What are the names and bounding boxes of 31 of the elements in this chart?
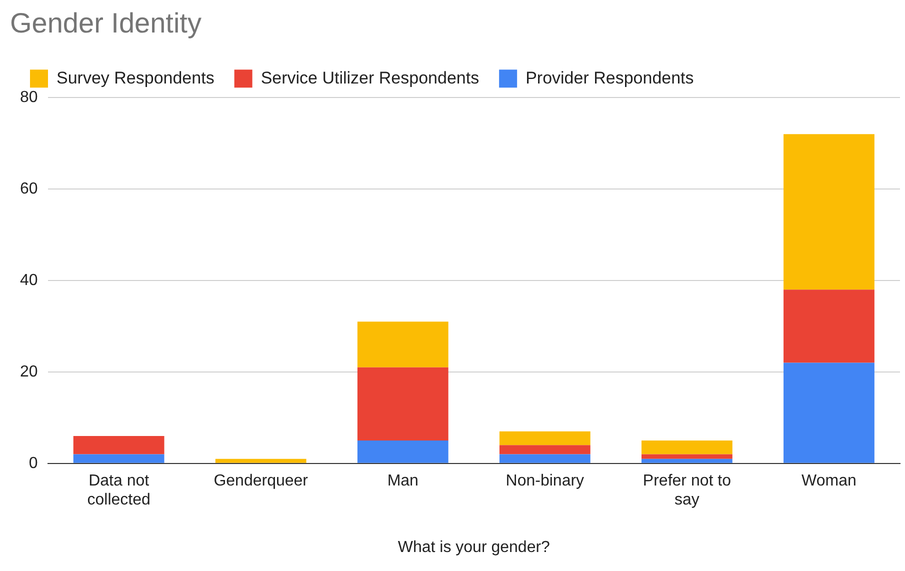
x-tick-label: Man bbox=[387, 472, 418, 490]
bar bbox=[784, 362, 874, 463]
x-axis-title: What is your gender? bbox=[398, 538, 550, 556]
legend-label: Provider Respondents bbox=[526, 68, 694, 88]
bar bbox=[642, 454, 732, 459]
x-tick-label: Genderqueer bbox=[214, 472, 309, 490]
y-tick-label: 40 bbox=[20, 272, 38, 289]
chart-title: Gender Identity bbox=[10, 8, 202, 39]
x-tick-label: Data not collected bbox=[87, 472, 150, 509]
bar bbox=[499, 431, 590, 446]
x-tick-label: Non-binary bbox=[506, 472, 584, 490]
y-tick-label: 20 bbox=[20, 363, 38, 380]
bar bbox=[499, 454, 590, 463]
bar bbox=[642, 440, 732, 454]
bar bbox=[357, 322, 448, 368]
x-tick-label: Prefer not to say bbox=[642, 472, 732, 509]
x-tick-label: Woman bbox=[802, 472, 856, 490]
bar bbox=[499, 445, 590, 454]
legend-label: Survey Respondents bbox=[56, 68, 214, 88]
y-tick-label: 0 bbox=[28, 454, 38, 472]
y-tick-label: 60 bbox=[20, 180, 38, 198]
bar bbox=[784, 290, 874, 363]
y-tick-label: 80 bbox=[20, 89, 38, 106]
legend-label: Service Utilizer Respondents bbox=[260, 68, 480, 88]
bar bbox=[215, 458, 306, 463]
bar bbox=[73, 436, 164, 454]
bar bbox=[73, 454, 164, 463]
bar bbox=[642, 458, 732, 463]
bar bbox=[357, 440, 448, 463]
bar bbox=[784, 134, 874, 290]
bar bbox=[357, 367, 448, 441]
